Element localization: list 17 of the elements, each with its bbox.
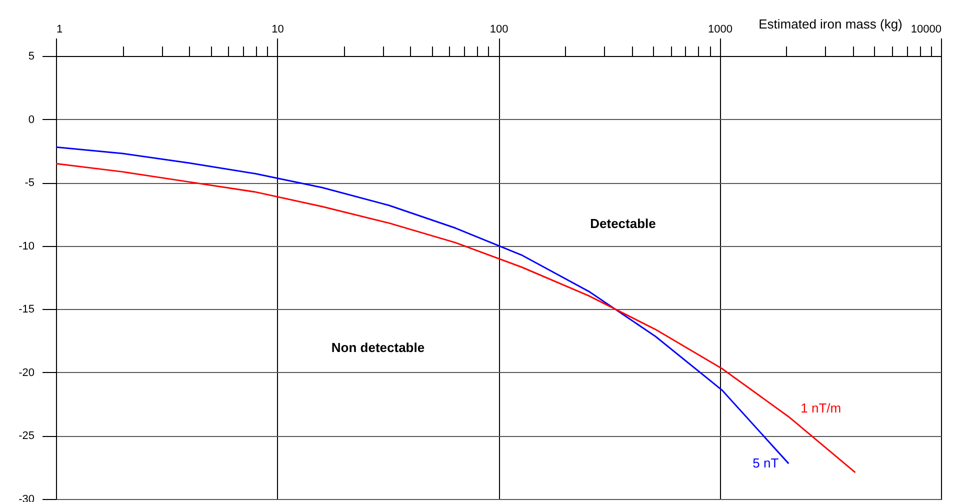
y-tick-label: -20 bbox=[18, 366, 34, 379]
annotation: Detectable bbox=[590, 216, 656, 231]
x-tick-label: 100 bbox=[490, 24, 508, 36]
x-tick-label: 10000 bbox=[910, 24, 942, 36]
x-tick-label: 10 bbox=[272, 24, 284, 36]
y-tick-label: -5 bbox=[24, 177, 34, 190]
series-label: 1 nT/m bbox=[800, 400, 842, 416]
x-tick-label: 1 bbox=[56, 24, 63, 36]
y-tick-label: 5 bbox=[28, 50, 34, 62]
annotation: Non detectable bbox=[331, 340, 425, 355]
x-axis-title: Estimated iron mass (kg) bbox=[758, 16, 902, 32]
y-tick-label: -15 bbox=[18, 304, 34, 316]
y-tick-label: -25 bbox=[18, 430, 34, 442]
y-tick-label: 0 bbox=[28, 114, 34, 126]
series-label: 5 nT bbox=[752, 456, 779, 471]
y-tick-label: -10 bbox=[18, 240, 34, 252]
x-tick-label: 1000 bbox=[708, 24, 732, 36]
